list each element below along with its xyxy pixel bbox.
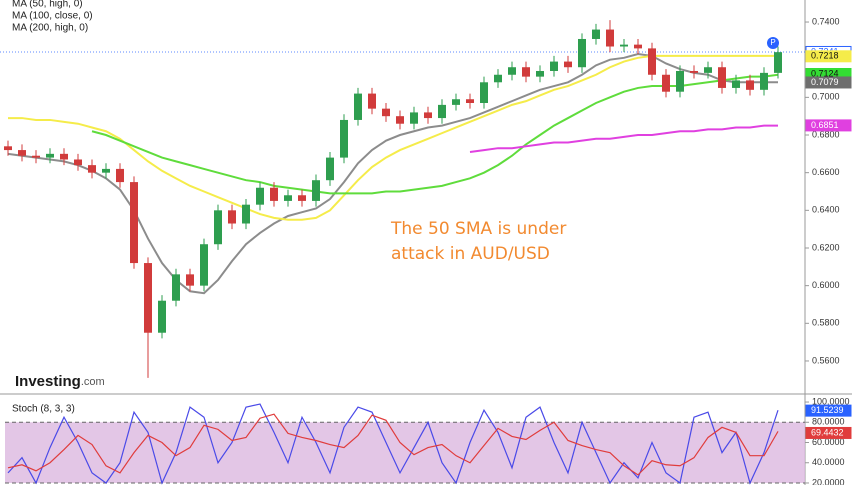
price-badge (805, 404, 852, 417)
candle-body (368, 93, 376, 109)
y-tick-label: 40.0000 (812, 457, 845, 467)
candle-body (46, 153, 54, 158)
candle-body (396, 116, 404, 124)
legend-entry: MA (200, high, 0) (12, 23, 88, 34)
candle-body (88, 165, 96, 173)
price-badge-label: 0.7124 (811, 68, 839, 78)
price-badge-label: 0.7218 (811, 51, 839, 61)
candle-body (676, 70, 684, 92)
candle-body (410, 112, 418, 124)
candle-body (550, 61, 558, 71)
annotation: The 50 SMA is under (390, 219, 566, 239)
candle-body (634, 44, 642, 49)
y-tick-label: 0.6200 (812, 242, 840, 252)
candle-body (746, 80, 754, 90)
candle-body (648, 48, 656, 75)
y-tick-label: 0.6600 (812, 167, 840, 177)
candle-body (256, 187, 264, 205)
logo-text: Investing (15, 373, 81, 390)
y-tick-label: 0.7400 (812, 16, 840, 26)
y-tick-label: 0.5600 (812, 355, 840, 365)
y-tick-label: 100.0000 (812, 396, 850, 406)
candle-body (130, 182, 138, 264)
candle-body (144, 263, 152, 333)
candle-body (438, 104, 446, 119)
candle-body (172, 274, 180, 301)
price-badge (805, 50, 852, 63)
candle-body (690, 70, 698, 73)
price-badge (805, 426, 852, 439)
candle-body (774, 52, 782, 73)
candle-body (718, 67, 726, 88)
candle-body (74, 159, 82, 166)
candle-body (32, 155, 40, 158)
candle-body (732, 80, 740, 88)
stoch-band (5, 422, 805, 483)
y-tick-label: 0.6400 (812, 205, 840, 215)
candle-body (354, 93, 362, 120)
candle-body (592, 29, 600, 39)
candle-body (452, 99, 460, 105)
price-badge-label: 0.6851 (811, 120, 839, 130)
candle-body (424, 112, 432, 119)
candle-body (242, 204, 250, 224)
annotation: attack in AUD/USD (391, 244, 550, 264)
candle-body (4, 146, 12, 151)
candle-body (466, 99, 474, 103)
candle-body (228, 210, 236, 224)
y-tick-label: 0.7000 (812, 92, 840, 102)
legend-entry: MA (100, close, 0) (12, 11, 93, 22)
candle-body (760, 72, 768, 90)
candle-body (508, 67, 516, 75)
price-badge-label: 91.5239 (811, 405, 844, 415)
candle-body (312, 180, 320, 201)
moving-average (91, 73, 779, 195)
candle-body (60, 153, 68, 160)
candle-body (186, 274, 194, 286)
candle-body (620, 44, 628, 47)
marker-label: P (770, 38, 775, 47)
price-badge (805, 76, 852, 89)
candle-body (18, 150, 26, 156)
price-badge (805, 119, 852, 132)
moving-average (469, 124, 778, 153)
candle-body (214, 210, 222, 245)
legend-entry: MA (50, high, 0) (12, 0, 83, 10)
marker-dot (767, 37, 779, 49)
candle-body (662, 74, 670, 92)
y-tick-label: 80.0000 (812, 417, 845, 427)
candle-body (480, 82, 488, 103)
candle-body (326, 157, 334, 181)
stoch-line (7, 413, 779, 476)
y-tick-label: 60.0000 (812, 437, 845, 447)
price-badge-label: 69.4432 (811, 427, 844, 437)
y-tick-label: 0.5800 (812, 318, 840, 328)
candle-body (522, 67, 530, 77)
candle-body (284, 195, 292, 201)
y-tick-label: 0.6800 (812, 129, 840, 139)
candle-body (116, 168, 124, 183)
logo-suffix: .com (81, 376, 105, 388)
candle-body (494, 74, 502, 83)
stoch-line (7, 403, 779, 485)
candle-body (704, 67, 712, 73)
candle-body (200, 244, 208, 286)
price-badge-label: 0.7079 (811, 77, 839, 87)
candle-body (564, 61, 572, 68)
candle-body (102, 168, 110, 173)
y-tick-label: 0.6000 (812, 280, 840, 290)
candle-body (606, 29, 614, 47)
candle-body (382, 108, 390, 117)
indicator-title: Stoch (8, 3, 3) (12, 404, 75, 415)
candle-body (270, 187, 278, 201)
candle-body (578, 38, 586, 68)
candle-body (340, 119, 348, 158)
candle-body (536, 70, 544, 77)
logo: Investing.com (15, 373, 105, 390)
candle-body (298, 195, 306, 201)
candle-body (158, 300, 166, 333)
y-tick-label: 20.0000 (812, 477, 845, 485)
